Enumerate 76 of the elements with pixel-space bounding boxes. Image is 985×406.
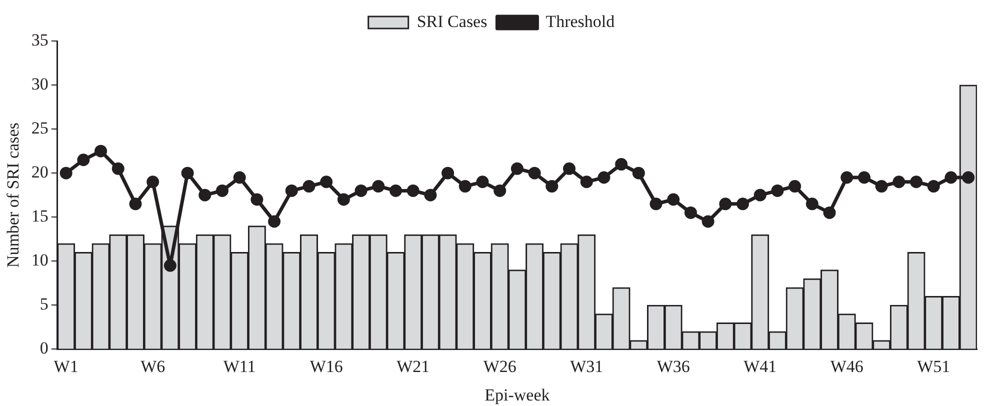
point xyxy=(94,144,108,158)
point xyxy=(476,176,489,188)
point xyxy=(406,184,420,197)
point xyxy=(719,198,732,210)
point xyxy=(424,188,437,202)
x-tick-label: W31 xyxy=(570,356,604,376)
y-tick-label: 20 xyxy=(31,162,48,182)
point xyxy=(702,215,714,228)
point xyxy=(354,184,368,197)
point xyxy=(216,184,228,197)
point xyxy=(962,171,975,184)
y-axis-title: Number of SRI cases xyxy=(4,122,23,268)
y-tick-label: 0 xyxy=(40,338,48,358)
point xyxy=(927,180,940,193)
point xyxy=(840,171,854,184)
point xyxy=(164,259,176,272)
point xyxy=(910,176,923,188)
point xyxy=(754,188,766,202)
legend-label: SRI Cases xyxy=(416,12,488,31)
point xyxy=(580,176,593,188)
point xyxy=(684,206,697,219)
point xyxy=(250,193,264,206)
point xyxy=(806,198,818,210)
point xyxy=(268,215,281,228)
point xyxy=(944,171,958,184)
point xyxy=(112,162,124,175)
x-tick-label: W51 xyxy=(917,356,950,376)
x-tick-label: W41 xyxy=(744,356,777,376)
point xyxy=(129,198,142,210)
point xyxy=(823,206,836,219)
point xyxy=(442,166,454,180)
point xyxy=(181,166,194,180)
point xyxy=(77,154,90,166)
point xyxy=(875,180,888,193)
point xyxy=(736,198,750,210)
point xyxy=(494,184,506,197)
x-tick-label: W21 xyxy=(396,356,430,376)
point xyxy=(302,180,316,193)
y-tick-label: 5 xyxy=(40,294,48,314)
point xyxy=(320,176,333,188)
x-tick-label: W46 xyxy=(830,356,864,376)
point xyxy=(389,184,402,197)
x-tick-label: W1 xyxy=(54,356,78,376)
point xyxy=(146,176,160,188)
point xyxy=(650,198,662,210)
y-tick-label: 15 xyxy=(31,206,48,226)
y-tick-label: 25 xyxy=(31,118,48,138)
x-tick-label: W6 xyxy=(140,356,166,376)
y-tick-label: 30 xyxy=(31,74,48,94)
point xyxy=(615,158,628,171)
legend-label: Threshold xyxy=(546,12,616,31)
point xyxy=(198,188,212,202)
x-tick-label: W26 xyxy=(483,356,516,376)
point xyxy=(771,184,784,197)
point xyxy=(458,180,472,193)
point xyxy=(892,176,906,188)
point xyxy=(510,162,524,175)
point xyxy=(667,193,680,206)
x-tick-label: W11 xyxy=(223,356,256,376)
point xyxy=(60,166,72,180)
point xyxy=(858,171,870,184)
point xyxy=(337,193,350,206)
point xyxy=(632,166,645,180)
point xyxy=(788,180,802,193)
point xyxy=(563,162,576,175)
x-axis-title: Epi-week xyxy=(484,385,550,404)
point xyxy=(233,171,246,184)
point xyxy=(285,184,298,197)
y-tick-label: 35 xyxy=(31,30,48,50)
x-tick-label: W16 xyxy=(310,356,343,376)
point xyxy=(546,180,558,193)
point xyxy=(528,166,541,180)
point xyxy=(372,180,385,193)
x-tick-label: W36 xyxy=(656,356,690,376)
y-tick-label: 10 xyxy=(31,250,48,270)
point xyxy=(598,171,610,184)
